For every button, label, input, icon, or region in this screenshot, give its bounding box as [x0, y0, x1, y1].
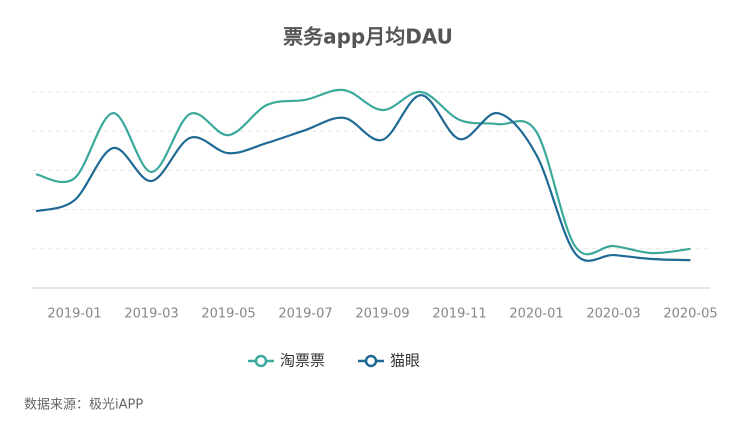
x-tick-label: 2019-07 — [278, 307, 332, 322]
x-tick-label: 2020-05 — [663, 307, 717, 322]
x-tick-label: 2019-05 — [201, 307, 255, 322]
series-line — [35, 88, 691, 256]
x-tick-label: 2019-03 — [124, 307, 178, 322]
series-line — [35, 94, 691, 262]
legend-marker — [254, 354, 268, 368]
source-note: 数据来源：极光iAPP — [24, 398, 143, 413]
legend-label: 猫眼 — [390, 352, 420, 370]
chart-title: 票务app月均DAU — [283, 25, 453, 49]
legend-marker — [364, 354, 378, 368]
x-tick-label: 2019-11 — [432, 307, 486, 322]
x-tick-label: 2020-01 — [509, 307, 563, 322]
x-tick-label: 2019-09 — [355, 307, 409, 322]
x-tick-label: 2019-01 — [47, 307, 101, 322]
x-tick-label: 2020-03 — [586, 307, 640, 322]
legend-label: 淘票票 — [280, 352, 325, 370]
